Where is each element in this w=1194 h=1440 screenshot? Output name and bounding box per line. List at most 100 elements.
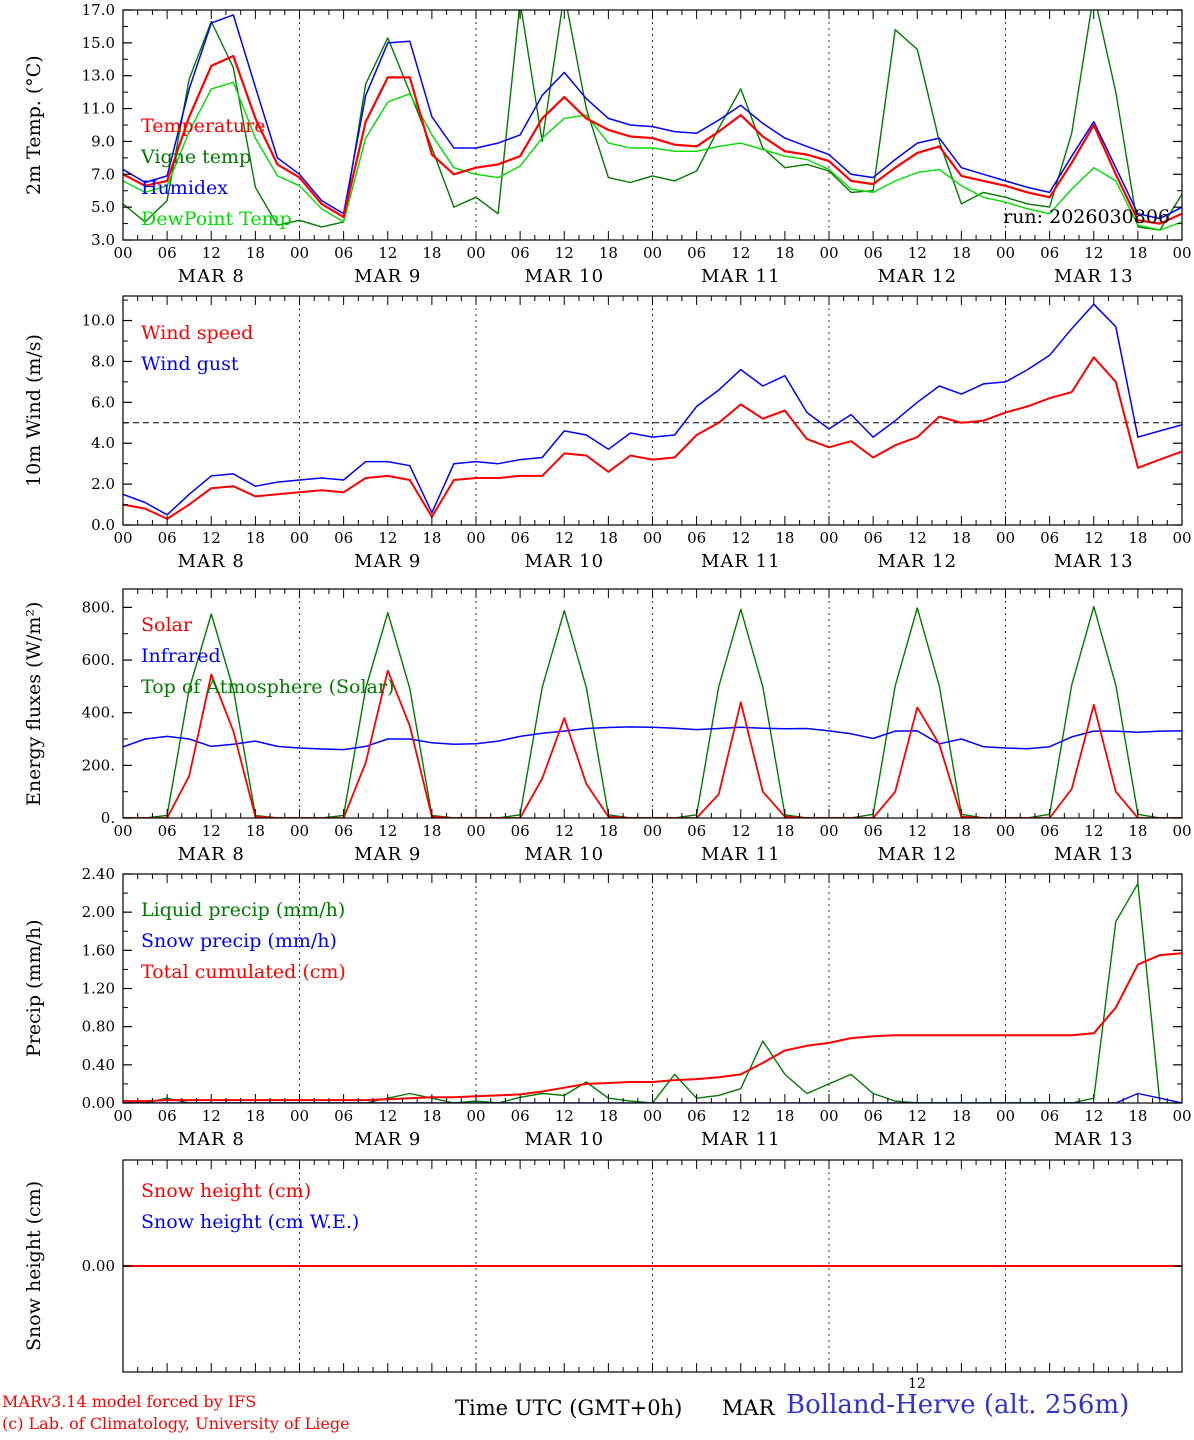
legend-snow-height: Snow height (cm) [141, 1180, 312, 1202]
svg-text:MAR 9: MAR 9 [354, 551, 421, 572]
svg-text:18: 18 [775, 244, 794, 262]
svg-text:MAR 9: MAR 9 [354, 1129, 421, 1150]
svg-text:12: 12 [378, 822, 397, 840]
legend-wind-gust: Wind gust [141, 353, 239, 375]
svg-text:MAR 12: MAR 12 [877, 1129, 957, 1150]
svg-text:600.: 600. [82, 651, 115, 669]
svg-text:00: 00 [1172, 822, 1191, 840]
svg-text:MAR 11: MAR 11 [701, 844, 781, 865]
svg-text:1.20: 1.20 [82, 980, 115, 998]
svg-text:12: 12 [555, 244, 574, 262]
legend-infrared: Infrared [141, 645, 221, 667]
svg-text:00: 00 [466, 822, 485, 840]
svg-text:18: 18 [599, 244, 618, 262]
svg-text:06: 06 [158, 822, 177, 840]
svg-text:0.: 0. [101, 809, 115, 827]
svg-text:MAR 11: MAR 11 [701, 551, 781, 572]
svg-text:00: 00 [996, 529, 1015, 547]
y-axis-label-snow-height: Snow height (cm) [23, 1180, 45, 1352]
footer-model-credit: MARv3.14 model forced by IFS [2, 1392, 257, 1411]
svg-text:MAR 9: MAR 9 [354, 266, 421, 287]
svg-text:12: 12 [202, 529, 221, 547]
svg-text:10.0: 10.0 [82, 312, 115, 330]
svg-text:00: 00 [819, 822, 838, 840]
svg-text:11.0: 11.0 [82, 100, 115, 118]
svg-text:18: 18 [599, 1107, 618, 1125]
svg-text:12: 12 [202, 244, 221, 262]
svg-text:00: 00 [466, 1107, 485, 1125]
legend-wind-speed: Wind speed [141, 322, 254, 344]
svg-text:18: 18 [1128, 822, 1147, 840]
legend-humidex: Humidex [141, 177, 229, 199]
svg-text:00: 00 [1172, 1107, 1191, 1125]
svg-text:06: 06 [1040, 822, 1059, 840]
svg-text:00: 00 [466, 244, 485, 262]
svg-text:5.0: 5.0 [91, 198, 115, 216]
svg-text:12: 12 [731, 1107, 750, 1125]
svg-text:06: 06 [334, 822, 353, 840]
svg-text:12: 12 [202, 822, 221, 840]
svg-text:800.: 800. [82, 598, 115, 616]
legend-toa-solar: Top of Atmosphere (Solar) [141, 676, 395, 698]
svg-text:400.: 400. [82, 704, 115, 722]
svg-text:00: 00 [113, 244, 132, 262]
y-axis-label-wind: 10m Wind (m/s) [23, 334, 45, 487]
svg-text:12: 12 [908, 244, 927, 262]
svg-text:00: 00 [290, 244, 309, 262]
svg-text:00: 00 [113, 529, 132, 547]
y-axis-label-energy: Energy fluxes (W/m²) [23, 601, 45, 806]
svg-text:0.0: 0.0 [91, 516, 115, 534]
svg-text:12: 12 [378, 1107, 397, 1125]
svg-text:12: 12 [1084, 529, 1103, 547]
svg-text:18: 18 [775, 529, 794, 547]
svg-text:18: 18 [246, 1107, 265, 1125]
svg-text:00: 00 [996, 1107, 1015, 1125]
svg-text:15.0: 15.0 [82, 34, 115, 52]
svg-text:00: 00 [113, 1107, 132, 1125]
svg-text:00: 00 [643, 822, 662, 840]
footer-station-label: Bolland-Herve (alt. 256m) [786, 1390, 1130, 1420]
footer-time-axis-label: Time UTC (GMT+0h) [455, 1396, 683, 1420]
svg-text:18: 18 [775, 822, 794, 840]
svg-text:18: 18 [775, 1107, 794, 1125]
svg-text:0.00: 0.00 [82, 1257, 115, 1275]
svg-text:06: 06 [687, 529, 706, 547]
svg-text:06: 06 [1040, 1107, 1059, 1125]
legend-dewpoint-temp: DewPoint Temp [141, 208, 292, 230]
svg-text:18: 18 [422, 529, 441, 547]
legend-solar: Solar [141, 614, 192, 636]
svg-text:06: 06 [864, 822, 883, 840]
svg-text:00: 00 [290, 529, 309, 547]
svg-text:MAR 8: MAR 8 [178, 1129, 245, 1150]
svg-text:18: 18 [246, 244, 265, 262]
svg-text:18: 18 [599, 822, 618, 840]
svg-text:0.00: 0.00 [82, 1094, 115, 1112]
svg-text:06: 06 [511, 1107, 530, 1125]
svg-text:2.40: 2.40 [82, 865, 115, 883]
svg-text:06: 06 [158, 1107, 177, 1125]
svg-text:06: 06 [687, 244, 706, 262]
svg-text:00: 00 [290, 1107, 309, 1125]
svg-text:00: 00 [819, 244, 838, 262]
svg-text:3.0: 3.0 [91, 231, 115, 249]
svg-text:12: 12 [555, 529, 574, 547]
svg-text:06: 06 [687, 1107, 706, 1125]
svg-text:MAR 10: MAR 10 [524, 551, 604, 572]
svg-text:13.0: 13.0 [82, 67, 115, 85]
svg-text:12: 12 [378, 244, 397, 262]
svg-text:06: 06 [1040, 244, 1059, 262]
svg-text:0.80: 0.80 [82, 1018, 115, 1036]
svg-text:12: 12 [202, 1107, 221, 1125]
svg-text:12: 12 [1084, 244, 1103, 262]
svg-text:9.0: 9.0 [91, 132, 115, 150]
y-axis-label-temperature: 2m Temp. (°C) [23, 55, 45, 195]
svg-text:1.60: 1.60 [82, 941, 115, 959]
svg-text:MAR 13: MAR 13 [1054, 844, 1134, 865]
svg-text:06: 06 [864, 1107, 883, 1125]
svg-text:00: 00 [1172, 529, 1191, 547]
svg-text:06: 06 [334, 1107, 353, 1125]
svg-text:MAR 12: MAR 12 [877, 551, 957, 572]
svg-text:MAR 13: MAR 13 [1054, 1129, 1134, 1150]
svg-text:12: 12 [555, 822, 574, 840]
